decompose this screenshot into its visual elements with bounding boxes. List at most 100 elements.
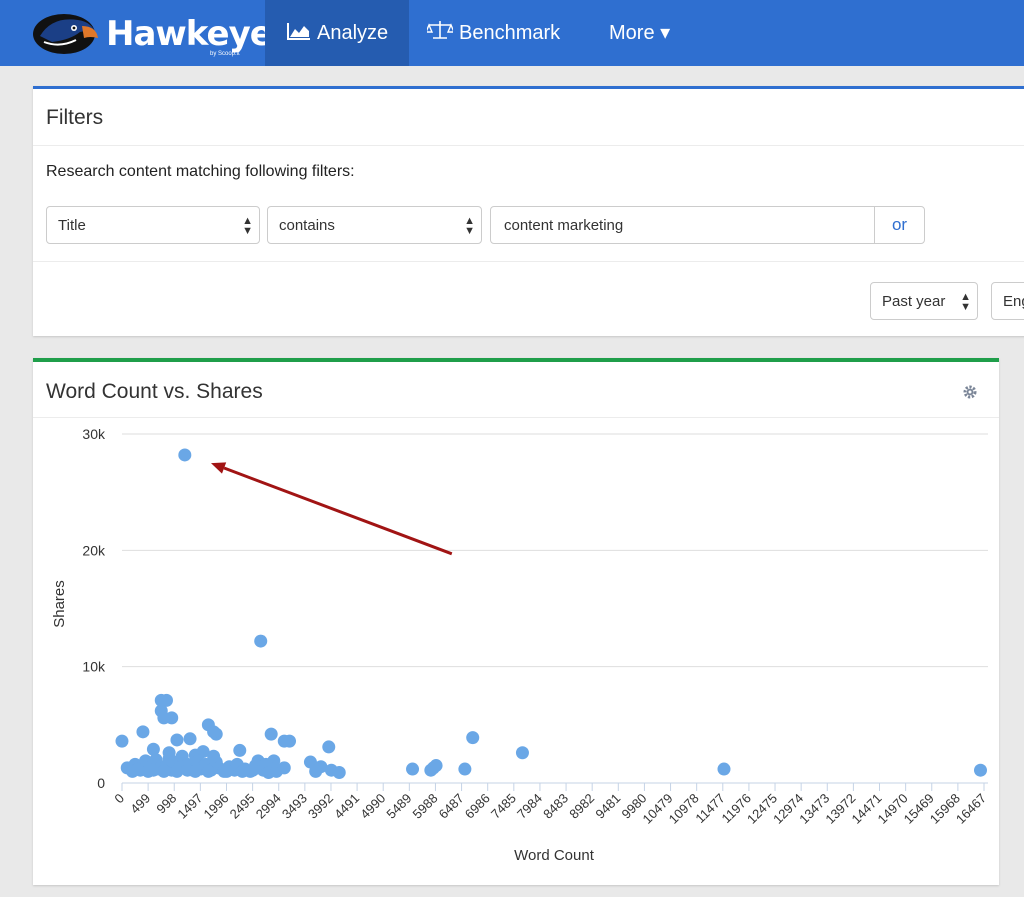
arrow-head xyxy=(210,462,227,474)
nav-more-label: More ▾ xyxy=(609,22,671,44)
time-range-select[interactable]: Past year ▲ ▼ xyxy=(870,282,978,320)
field-select[interactable]: Title ▲ ▼ xyxy=(46,206,260,244)
data-point xyxy=(246,763,260,777)
data-point xyxy=(973,763,987,777)
time-range-value: Past year xyxy=(882,293,946,310)
nav-benchmark[interactable]: Benchmark xyxy=(424,0,561,67)
x-tick-label: 5489 xyxy=(383,791,414,822)
operator-select-value: contains xyxy=(279,217,335,234)
divider xyxy=(33,261,1024,262)
select-arrows-icon: ▲ ▼ xyxy=(960,291,971,313)
chart-grid xyxy=(122,433,988,668)
data-point xyxy=(188,764,202,778)
filters-panel: Filters Research content matching follow… xyxy=(33,86,1024,336)
y-tick-label: 30k xyxy=(82,426,106,442)
y-tick-label: 0 xyxy=(97,775,105,791)
divider xyxy=(33,417,999,418)
nav-analyze[interactable]: Analyze xyxy=(265,0,409,66)
data-point xyxy=(717,762,731,776)
data-points xyxy=(115,448,987,780)
data-point xyxy=(201,764,215,778)
nav-benchmark-label: Benchmark xyxy=(459,22,561,44)
y-axis-ticks: 0 10k 20k 30k xyxy=(82,426,106,791)
x-tick-label: 8483 xyxy=(540,791,571,822)
x-tick-label: 7984 xyxy=(514,791,545,822)
data-point xyxy=(233,743,247,757)
x-tick-label: 1996 xyxy=(201,791,232,822)
data-point xyxy=(146,742,160,756)
x-tick-label: 6986 xyxy=(462,791,493,822)
data-point xyxy=(136,725,150,739)
query-input-value: content marketing xyxy=(504,217,624,234)
data-point xyxy=(264,727,278,741)
x-tick-label: 3493 xyxy=(279,791,310,822)
data-point xyxy=(170,764,184,778)
data-point xyxy=(131,762,145,776)
data-point xyxy=(207,725,221,739)
data-point xyxy=(254,634,268,648)
data-point xyxy=(157,764,171,778)
or-button-label: or xyxy=(891,215,908,234)
x-tick-label: 4990 xyxy=(357,791,388,822)
data-point xyxy=(466,731,480,745)
divider xyxy=(33,145,1024,146)
data-point xyxy=(406,762,420,776)
x-tick-label: 10978 xyxy=(666,791,702,827)
x-tick-label: 3992 xyxy=(305,791,336,822)
data-point xyxy=(146,763,160,777)
data-point xyxy=(277,761,291,775)
or-button[interactable]: or xyxy=(874,206,925,244)
data-point xyxy=(429,759,443,773)
data-point xyxy=(165,711,179,725)
x-axis-label: Word Count xyxy=(514,847,595,864)
x-tick-label: 0 xyxy=(111,791,127,807)
x-tick-label: 16467 xyxy=(953,791,989,827)
arrow-shaft xyxy=(223,466,453,556)
data-point xyxy=(178,448,192,462)
data-point xyxy=(283,734,297,748)
nav-more-dropdown[interactable]: More ▾ xyxy=(609,0,670,66)
nav-analyze-label: Analyze xyxy=(317,22,389,44)
y-tick-label: 10k xyxy=(82,659,106,675)
language-value: Eng xyxy=(1003,293,1024,310)
hawk-logo-icon xyxy=(33,14,98,54)
select-arrows-icon: ▲ ▼ xyxy=(464,215,475,237)
area-chart-icon xyxy=(287,1,311,67)
operator-select[interactable]: contains ▲ ▼ xyxy=(267,206,482,244)
x-tick-label: 1497 xyxy=(174,791,205,822)
chart-title: Word Count vs. Shares xyxy=(46,380,263,403)
x-tick-label: 2994 xyxy=(253,791,284,822)
x-axis: 0 499 998149719962495299434933992449149905… xyxy=(111,782,989,827)
brand-subtext: by Scoop.it xyxy=(210,51,240,57)
annotation-arrow xyxy=(210,462,453,556)
data-point xyxy=(159,693,173,707)
data-point xyxy=(309,764,323,778)
data-point xyxy=(183,732,197,746)
scatter-chart: 0 10k 20k 30k 0 499 9981497199624952994349339… xyxy=(51,426,989,864)
x-tick-label: 6487 xyxy=(436,791,467,822)
brand-name: Hawkeye xyxy=(106,14,273,54)
filters-title: Filters xyxy=(46,106,104,129)
data-point xyxy=(220,764,234,778)
x-tick-label: 499 xyxy=(127,791,153,817)
x-tick-label: 2495 xyxy=(227,791,258,822)
x-tick-label: 8982 xyxy=(566,791,597,822)
data-point xyxy=(515,746,529,760)
x-tick-label: 7485 xyxy=(488,791,519,822)
data-point xyxy=(115,734,129,748)
language-select[interactable]: Eng xyxy=(991,282,1024,320)
field-select-value: Title xyxy=(58,217,86,234)
x-tick-label: 9481 xyxy=(592,791,623,822)
balance-scale-icon xyxy=(424,1,456,67)
data-point xyxy=(332,766,346,780)
data-point xyxy=(458,762,472,776)
y-axis-label: Shares xyxy=(51,580,68,628)
y-tick-label: 20k xyxy=(82,542,106,558)
brand-logo[interactable]: Hawkeye by Scoop.it xyxy=(30,8,273,58)
query-input[interactable]: content marketing xyxy=(490,206,875,244)
select-arrows-icon: ▲ ▼ xyxy=(242,215,253,237)
chart-panel: Word Count vs. Shares 0 10k 20k 30k 0 499 998… xyxy=(33,358,999,885)
x-tick-label: 5988 xyxy=(410,791,441,822)
top-navbar: Hawkeye by Scoop.it Analyze Benchmark Mo… xyxy=(0,0,1024,66)
gear-icon[interactable] xyxy=(962,384,978,400)
